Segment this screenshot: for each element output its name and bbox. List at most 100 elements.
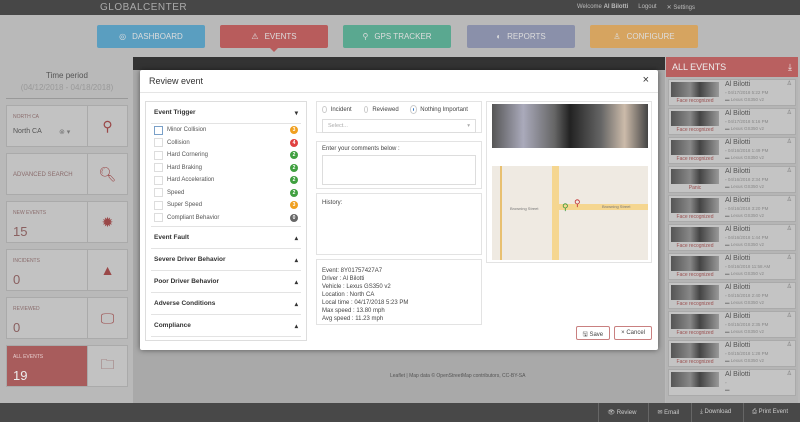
media-box [486,101,652,263]
download-icon[interactable]: ⤓ [788,62,792,72]
section-compliance[interactable]: Compliance ▴ [151,315,301,337]
chevron-up-icon: ▴ [294,234,298,242]
search-icon[interactable]: 🔍︎ [87,154,127,194]
event-flag: Face recognized [676,156,714,162]
reviewed-card[interactable]: REVIEWED 0 🖵︎ [6,297,128,339]
driver-icon: ♙ [786,226,792,232]
driver-icon: ♙ [786,139,792,145]
close-icon[interactable]: × [642,74,649,86]
chevron-up-icon: ▴ [294,300,298,308]
advanced-search-card[interactable]: ADVANCED SEARCH 🔍︎ [6,153,128,195]
incidents-card[interactable]: INCIDENTS 0 ▲ [6,249,128,291]
checkbox[interactable] [154,125,163,135]
count-badge: 3 [290,126,298,135]
event-list-item[interactable]: Face recognized Al Bilotti ▫ 04/15/2018 2:… [668,282,796,309]
nav-events[interactable]: ⚠ EVENTS [220,25,328,48]
count-badge: 2 [290,188,298,197]
event-list-item[interactable]: Face recognized Al Bilotti ▫ 04/15/2018 1:… [668,340,796,367]
event-list-item[interactable]: Panic Al Bilotti ▫ 04/16/2018 2:34 PM ▬ Lex… [668,166,796,193]
checkbox[interactable] [154,175,163,185]
start-marker-icon[interactable]: ⚲ [562,202,569,212]
comments-textarea[interactable] [322,155,476,185]
checkbox[interactable] [154,163,163,173]
event-driver: Al Bilotti [725,284,751,291]
email-button[interactable]: ✉ Email [648,403,687,422]
section-severe-driver-behavior[interactable]: Severe Driver Behavior ▴ [151,249,301,271]
checkbox[interactable] [154,150,163,160]
section-poor-driver-behavior[interactable]: Poor Driver Behavior ▴ [151,271,301,293]
trigger-item[interactable]: Minor Collision 3 [151,124,301,137]
event-list-item[interactable]: Face recognized Al Bilotti ▫ 04/16/2018 11… [668,253,796,280]
event-vehicle: ▬ Lexus GS350 v2 [725,97,765,102]
driver-icon: ♙ [786,284,792,290]
driver-icon: ♙ [786,110,792,116]
chevron-up-icon: ▴ [294,278,298,286]
event-date: ▫ 04/16/2018 2:34 PM [725,177,769,182]
nav-icon: ◐ [496,32,502,41]
checkbox[interactable] [154,200,163,210]
time-range[interactable]: (04/12/2018 - 04/18/2018) [20,83,114,92]
trigger-item[interactable]: Collision 4 [151,137,301,150]
end-marker-icon[interactable]: ⚲ [574,198,581,208]
active-nav-pointer [270,48,278,56]
bottom-toolbar: 👁︎ Review ✉ Email ⤓ Download ⎙ Print Eve… [0,403,800,422]
settings-link[interactable]: ✕ Settings [666,5,695,11]
driver-icon: ♙ [786,197,792,203]
event-driver: Al Bilotti [725,255,751,262]
new-events-card[interactable]: NEW EVENTS 15 ✹ [6,201,128,243]
checkbox[interactable] [154,188,163,198]
trigger-item[interactable]: Speed 2 [151,187,301,200]
logout-link[interactable]: Logout [638,4,657,10]
reviewed-count: 0 [13,320,21,335]
download-button[interactable]: ⤓ Download [691,403,739,422]
event-flag: Face recognized [676,127,714,133]
nav-dashboard[interactable]: ◎ DASHBOARD [97,25,205,48]
radio-incident[interactable] [322,106,327,113]
event-map[interactable]: Browning Street Browning Street ⚲ ⚲ [492,166,648,260]
event-date: ▫ 04/15/2018 2:35 PM [725,322,769,327]
event-list-item[interactable]: Face recognized Al Bilotti ▫ 04/16/2018 1:… [668,137,796,164]
welcome-text: Welcome [577,4,602,10]
modal-actions: 🖫 Save × Cancel [575,326,652,340]
checkbox[interactable] [154,138,163,148]
driver-icon: ♙ [786,342,792,348]
region-select[interactable]: North CA [13,128,42,135]
checkbox[interactable] [154,213,163,223]
nav-configure[interactable]: ♙ CONFIGURE [590,25,698,48]
event-vehicle: ▬ Lexus GS350 v2 [725,329,765,334]
trigger-item[interactable]: Compliant Behavior 0 [151,212,301,225]
nav-reports[interactable]: ◐ REPORTS [467,25,575,48]
event-list-item[interactable]: Face recognized Al Bilotti ▫ 04/16/2018 3:… [668,195,796,222]
save-button[interactable]: 🖫 Save [575,326,611,340]
radio-reviewed[interactable] [363,106,369,113]
radio-nothing-important[interactable] [410,106,417,113]
folder-icon: 🗀︎ [87,346,127,386]
event-thumbnail [671,372,719,387]
section-adverse-conditions[interactable]: Adverse Conditions ▴ [151,293,301,315]
region-card[interactable]: NORTH CA North CA ⊗ ▾ ⚲ [6,105,128,147]
review-button[interactable]: 👁︎ Review [598,403,644,422]
trigger-item[interactable]: Hard Cornering 2 [151,149,301,162]
event-list-item[interactable]: Al Bilotti ▫ ▬ ♙ [668,369,796,396]
trigger-item[interactable]: Super Speed 3 [151,199,301,212]
trigger-item[interactable]: Hard Acceleration 2 [151,174,301,187]
event-list-item[interactable]: Face recognized Al Bilotti ▫ 04/17/2018 5:… [668,108,796,135]
print-button[interactable]: ⎙ Print Event [743,403,796,422]
clear-chevron-icon[interactable]: ⊗ ▾ [59,129,71,136]
section-event-trigger[interactable]: Event Trigger ▾ [151,102,301,124]
event-list-item[interactable]: Face recognized Al Bilotti ▫ 04/15/2018 2:… [668,311,796,338]
event-camera-image[interactable] [492,104,648,148]
event-list-item[interactable]: Face recognized Al Bilotti ▫ 04/17/2018 5:… [668,79,796,106]
all-events-card[interactable]: ALL EVENTS 19 🗀︎ [6,345,128,387]
event-info-line: Event: 8Y01757427A7 [322,268,383,274]
modal-title: Review event [149,76,204,86]
location-pin-icon[interactable]: ⚲ [87,106,127,146]
status-select[interactable]: Select... ▾ [322,119,476,133]
section-event-fault[interactable]: Event Fault ▴ [151,227,301,249]
map-attribution[interactable]: Leaflet | Map data © OpenStreetMap contr… [390,373,526,379]
nav-icon: ⚲ [362,32,369,41]
trigger-item[interactable]: Hard Braking 2 [151,162,301,175]
cancel-button[interactable]: × Cancel [614,326,652,340]
event-list-item[interactable]: Face recognized Al Bilotti ▫ 04/16/2018 1:… [668,224,796,251]
nav-gps-tracker[interactable]: ⚲ GPS TRACKER [343,25,451,48]
